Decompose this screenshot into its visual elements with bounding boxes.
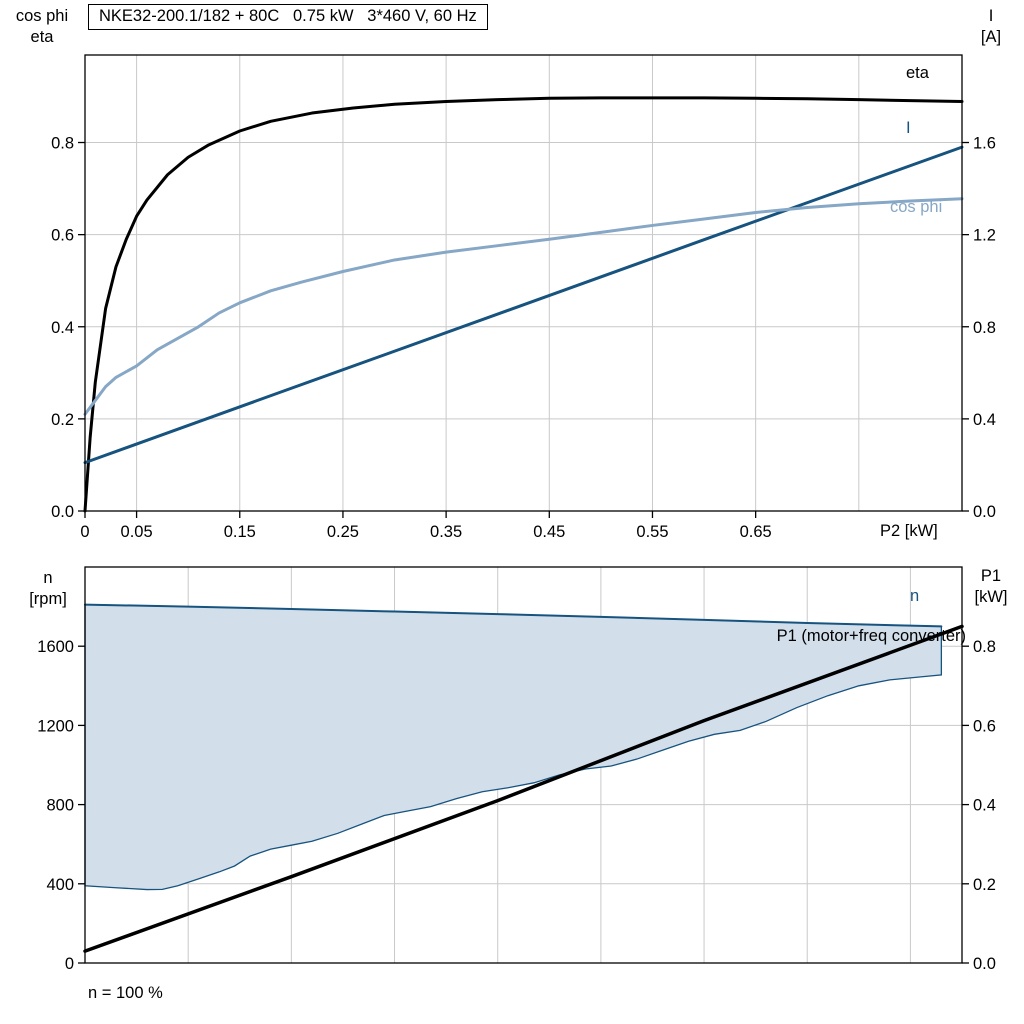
svg-text:0.8: 0.8 [51,135,74,153]
svg-text:0.0: 0.0 [973,503,996,521]
lower-left-axis-title-line2: [rpm] [29,589,67,608]
svg-text:1.6: 1.6 [973,135,996,153]
svg-text:0.55: 0.55 [636,523,668,541]
lower-right-axis-title: P1 [kW] [962,566,1020,607]
svg-text:1200: 1200 [37,717,74,735]
svg-text:0.8: 0.8 [973,638,996,656]
p1-curve-label: P1 (motor+freq converter) [776,627,966,645]
current-curve-label: I [906,119,911,137]
upper-right-axis-title-line2: [A] [980,27,1002,46]
speed-curve-label: n [910,587,920,605]
svg-text:0.6: 0.6 [51,227,74,245]
cosphi-curve-label: cos phi [890,198,943,216]
lower-left-axis-title: n [rpm] [16,568,80,609]
upper-right-axis-title: I [A] [962,6,1020,47]
svg-text:0.4: 0.4 [973,797,996,815]
upper-chart-canvas: 0.0 0.2 0.4 0.6 0.8 0.0 0.4 0.8 1.2 1.6 0 0.05 0.15 0… [51,54,996,541]
svg-text:0.0: 0.0 [51,503,74,521]
upper-left-axis-title: cos phi eta [4,6,80,47]
svg-text:0.35: 0.35 [430,523,462,541]
lower-right-axis-title-line2: [kW] [974,587,1008,606]
chart-title: NKE32-200.1/182 + 80C 0.75 kW 3*460 V, 6… [88,4,488,30]
svg-text:0: 0 [80,523,89,541]
eta-curve-label: eta [906,64,929,82]
upper-right-axis-title-line1: I [988,7,994,25]
lower-chart-canvas: 0 400 800 1200 1600 0.0 0.2 0.4 0.6 0.8 [37,566,996,973]
svg-text:800: 800 [46,797,74,815]
upper-left-axis-title-line2: eta [30,27,54,46]
lower-right-axis-title-line1: P1 [980,567,1002,585]
svg-text:0: 0 [65,955,74,973]
upper-x-axis-label: P2 [kW] [880,522,938,540]
svg-text:0.8: 0.8 [973,319,996,337]
svg-text:0.2: 0.2 [51,411,74,429]
upper-left-axis-title-line1: cos phi [15,7,69,25]
svg-text:0.15: 0.15 [224,523,256,541]
svg-text:400: 400 [46,876,74,894]
svg-text:0.2: 0.2 [973,876,996,894]
svg-text:0.4: 0.4 [51,319,74,337]
svg-text:0.0: 0.0 [973,955,996,973]
svg-text:0.05: 0.05 [121,523,153,541]
svg-text:0.65: 0.65 [740,523,772,541]
svg-text:0.25: 0.25 [327,523,359,541]
lower-left-axis-title-line1: n [43,569,53,587]
svg-text:1.2: 1.2 [973,227,996,245]
svg-text:0.4: 0.4 [973,411,996,429]
svg-text:0.6: 0.6 [973,717,996,735]
svg-text:1600: 1600 [37,638,74,656]
svg-text:0.45: 0.45 [533,523,565,541]
speed-footnote: n = 100 % [88,984,163,1002]
